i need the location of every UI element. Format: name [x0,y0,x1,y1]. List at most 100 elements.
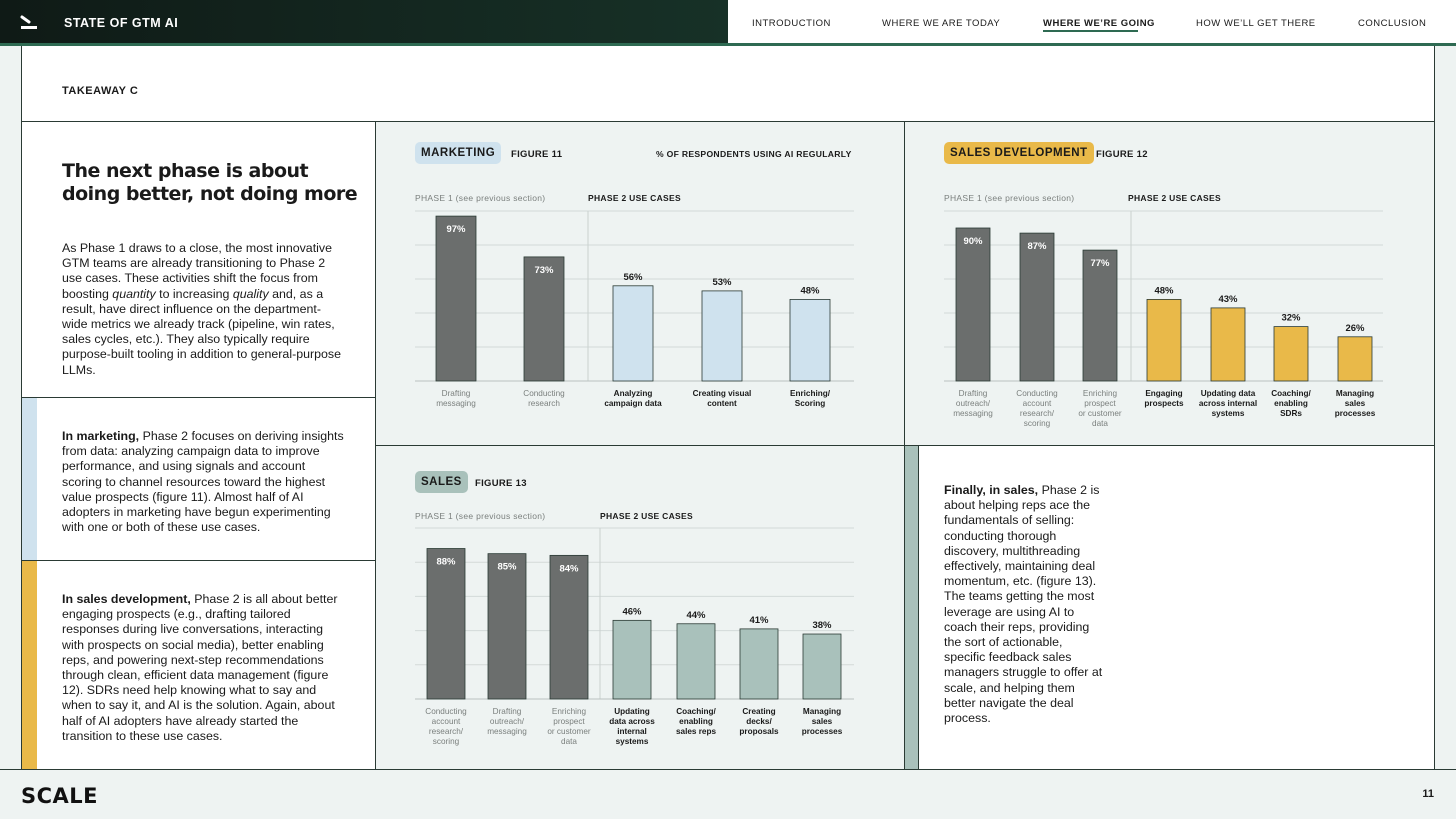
category-label: Drafting messaging [436,389,476,408]
bar-value-label: 84% [559,563,579,574]
divider [0,769,1456,770]
bar-value-label: 44% [686,610,706,621]
marketing-phase1-label: PHASE 1 (see previous section) [415,193,546,203]
bar [676,623,716,700]
category-label-line: Managing [1336,389,1374,398]
category-label-line: processes [802,727,843,736]
divider [904,121,905,769]
marketing-accent-stripe [22,398,37,560]
bar-value-label: 85% [497,562,517,573]
bar [549,554,589,700]
intro-emphasis-quantity: quantity [112,286,156,301]
figure-13-label: FIGURE 13 [475,478,527,489]
sales-dev-body: Phase 2 is all about better engaging pro… [62,592,338,743]
bar-value-label: 43% [1218,294,1238,305]
bar [523,256,565,382]
bar-value-label: 46% [622,606,642,617]
sales-dev-accent-stripe [22,561,37,769]
marketing-lead: In marketing, [62,429,140,443]
category-label: Engaging prospects [1144,389,1184,408]
nav-how-well-get-there[interactable]: HOW WE’LL GET THERE [1196,18,1316,29]
category-label-line: or customer [547,727,590,736]
page-number: 11 [1422,788,1434,800]
category-label-line: enabling [679,717,713,726]
bar-value-label: 87% [1027,241,1047,252]
intro-text-1: As Phase 1 draws to a close, the most in… [62,241,332,301]
category-label: Updating data across internal systems [609,707,655,746]
bar-value-label: 48% [1154,285,1174,296]
nav-where-we-are-today[interactable]: WHERE WE ARE TODAY [882,18,1001,29]
nav-where-were-going[interactable]: WHERE WE’RE GOING [1043,18,1155,29]
sales-paragraph: Finally, in sales, Phase 2 is about help… [944,483,1104,726]
brand-block: STATE OF GTM AI [0,0,728,43]
category-label-line: Enriching [552,707,587,716]
category-label-line: decks/ [746,717,772,726]
category-label: Drafting outreach/messaging [487,707,527,736]
category-label-line: proposals [739,727,779,736]
bar [739,628,779,700]
intro-text-3: and, as a result, have direct influence … [62,286,341,377]
category-label: Enriching prospect or customer data [547,707,590,746]
intro-emphasis-quality: quality [232,286,269,301]
intro-paragraph: As Phase 1 draws to a close, the most in… [62,241,344,378]
divider [21,560,376,561]
bar-value-label: 73% [534,265,554,276]
sales-tag: SALES [415,471,468,493]
bar [487,553,527,700]
divider [375,121,376,769]
nav-conclusion[interactable]: CONCLUSION [1358,18,1427,29]
page-headline: The next phase is about doing better, no… [62,160,358,205]
sales-phase1-label: PHASE 1 (see previous section) [415,511,546,521]
category-label-line: Coaching/ [1271,389,1311,398]
category-label-line: Creating [742,707,775,716]
category-label-line: sales reps [676,727,717,736]
category-label: Enriching/Scoring [790,389,831,408]
category-label-line: Enriching/ [790,389,831,398]
marketing-tag: MARKETING [415,142,502,164]
bar [955,227,991,382]
nav-introduction[interactable]: INTRODUCTION [752,18,831,29]
category-label: Conducting account research/scoring [1016,389,1058,428]
bar [802,633,842,700]
divider [21,121,1435,122]
bar-value-label: 41% [749,615,769,626]
bar [1210,307,1246,382]
divider [21,397,376,398]
takeaway-label: TAKEAWAY C [62,85,139,97]
category-label-line: across internal [1199,399,1257,408]
intro-text-2: to increasing [155,286,233,301]
marketing-phase2-label: PHASE 2 USE CASES [588,193,681,203]
category-label-line: Updating data [1201,389,1256,398]
sales-bar-chart: 88% Conducting account research/scoring 85% D… [415,527,854,746]
sales-lead: Finally, in sales, [944,483,1039,497]
category-label-line: prospect [553,717,585,726]
category-label-line: Drafting [493,707,522,716]
category-label: Enriching prospect or customer data [1078,389,1121,428]
bar [789,298,831,382]
bar [701,290,743,382]
category-label-line: systems [1212,409,1245,418]
sales-dev-phase2-label: PHASE 2 USE CASES [1128,193,1221,203]
divider [376,445,1435,446]
category-label-line: Drafting [442,389,471,398]
category-label-line: Conducting [523,389,565,398]
category-label-line: processes [1335,409,1376,418]
category-label-line: scoring [1024,419,1051,428]
category-label-line: prospect [1084,399,1116,408]
sales-dev-paragraph: In sales development, Phase 2 is all abo… [62,592,347,744]
category-label-line: content [707,399,737,408]
bar [1273,326,1309,382]
category-label-line: research/ [1020,409,1055,418]
category-label-line: account [1023,399,1052,408]
category-label: Coaching/enabling sales reps [676,707,717,736]
bar [1146,298,1182,382]
category-label-line: account [432,717,461,726]
top-nav: INTRODUCTION WHERE WE ARE TODAY WHERE WE… [728,0,1456,43]
sales-body: Phase 2 is about helping reps ace the fu… [944,483,1103,726]
category-label: Creating visual content [693,389,752,408]
scale-logo-icon [20,15,37,29]
footer-logo: SCALE [21,784,99,808]
sales-dev-phase1-label: PHASE 1 (see previous section) [944,193,1075,203]
category-label-line: campaign data [604,399,662,408]
bar-value-label: 26% [1345,323,1365,334]
